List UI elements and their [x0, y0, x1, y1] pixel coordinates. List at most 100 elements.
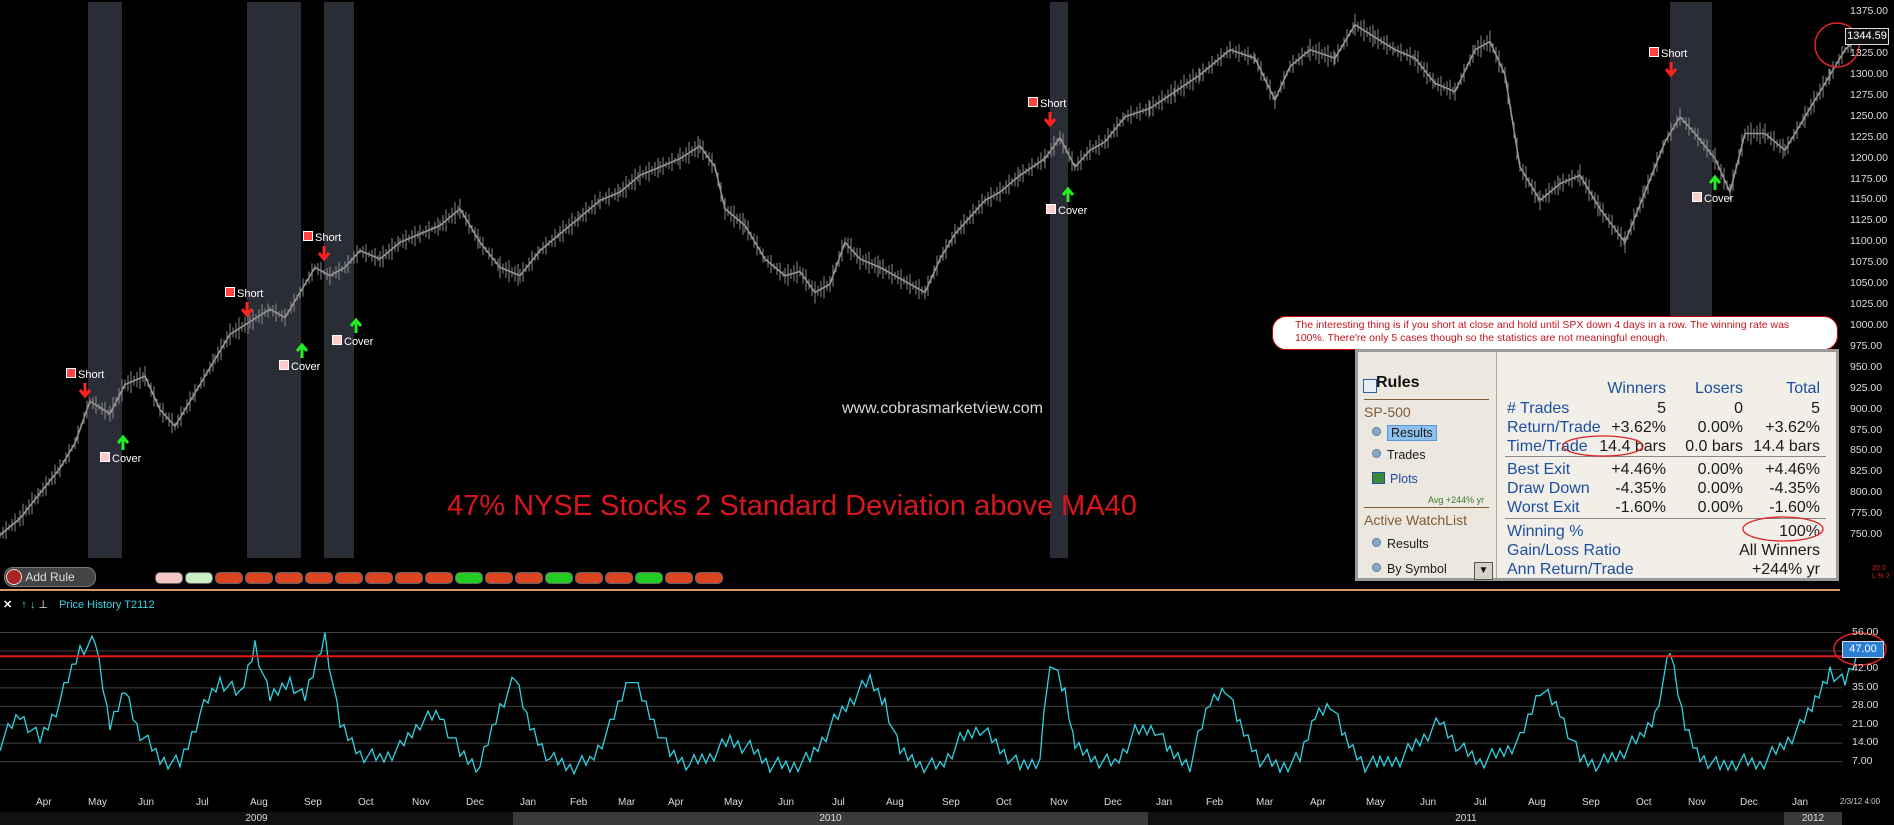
- month-label: May: [1366, 797, 1385, 808]
- price-annotation-circle: [1814, 22, 1860, 68]
- chevron-down-icon[interactable]: ▼: [1474, 562, 1493, 580]
- month-label: May: [88, 797, 107, 808]
- month-label: Aug: [1528, 797, 1546, 808]
- month-label: Jan: [1792, 797, 1809, 808]
- rule-toggle[interactable]: [245, 572, 273, 584]
- cover-signal-3: Cover: [332, 335, 373, 348]
- rule-toggle[interactable]: [455, 572, 483, 584]
- month-label: Dec: [466, 797, 484, 808]
- rules-icon: [1363, 379, 1377, 393]
- month-label: Aug: [886, 797, 904, 808]
- rule-toggle[interactable]: [665, 572, 693, 584]
- nav-plots[interactable]: Plots: [1372, 472, 1418, 486]
- month-label: Mar: [618, 797, 636, 808]
- watchlist-results[interactable]: Results: [1372, 537, 1429, 551]
- rule-toggle[interactable]: [575, 572, 603, 584]
- table-row: # Trades 5 0 5: [1507, 400, 1820, 417]
- month-label: Oct: [358, 797, 374, 808]
- highlight-band: [88, 2, 122, 558]
- close-icon[interactable]: ✕: [3, 599, 13, 611]
- watermark: www.cobrasmarketview.com: [842, 400, 1043, 417]
- rule-toggle[interactable]: [515, 572, 543, 584]
- month-label: Jul: [196, 797, 209, 808]
- rule-toggle[interactable]: [275, 572, 303, 584]
- add-rule-button[interactable]: Add Rule: [4, 567, 96, 587]
- watchlist-by-symbol[interactable]: By Symbol: [1372, 562, 1447, 576]
- price-tick-label: 1225.00: [1850, 130, 1888, 143]
- nav-trades[interactable]: Trades: [1372, 448, 1425, 462]
- arrow-up-icon[interactable]: ↑: [21, 599, 27, 611]
- short-signal-1: Short: [66, 368, 104, 381]
- table-row: Return/Trade +3.62% 0.00% +3.62%: [1507, 419, 1820, 436]
- month-label: Apr: [668, 797, 684, 808]
- indicator-header: ✕ ↑ ↓ ⊥ Price History T2112: [3, 598, 155, 611]
- price-tick-label: 1100.00: [1850, 235, 1888, 248]
- rule-toggle[interactable]: [635, 572, 663, 584]
- price-tick-label: 1125.00: [1850, 214, 1888, 227]
- rule-toggle[interactable]: [485, 572, 513, 584]
- rule-toggle[interactable]: [605, 572, 633, 584]
- price-tick-label: 1275.00: [1850, 88, 1888, 101]
- rule-toggle[interactable]: [545, 572, 573, 584]
- indicator-line: [0, 632, 1859, 776]
- rule-toggle[interactable]: [185, 572, 213, 584]
- divider: [1505, 518, 1826, 519]
- month-label: Aug: [250, 797, 268, 808]
- section-watchlist[interactable]: Active WatchList: [1364, 512, 1467, 528]
- price-tick-label: 1325.00: [1850, 47, 1888, 59]
- indicator-chart[interactable]: [0, 590, 1894, 825]
- price-tick-label: 875.00: [1850, 423, 1883, 436]
- rule-toggle[interactable]: [425, 572, 453, 584]
- month-label: Jan: [1156, 797, 1173, 808]
- month-label: May: [724, 797, 743, 808]
- month-label: Oct: [1636, 797, 1652, 808]
- year-label: 2010: [513, 812, 1148, 825]
- month-label: Dec: [1740, 797, 1758, 808]
- rule-toggle[interactable]: [155, 572, 183, 584]
- price-readout: 1344.59: [1845, 28, 1889, 45]
- short-signal-2: Short: [225, 287, 263, 300]
- radio-icon: [1372, 563, 1381, 572]
- month-label: Nov: [412, 797, 430, 808]
- month-label: Jan: [520, 797, 537, 808]
- year-label: 2012: [1784, 812, 1842, 825]
- month-label: Nov: [1050, 797, 1068, 808]
- indicator-annotation-circle: [1833, 632, 1887, 666]
- indicator-gridlines: [0, 632, 1842, 763]
- rule-toggle[interactable]: [335, 572, 363, 584]
- price-tick-label: 850.00: [1850, 444, 1883, 457]
- table-header: Winners Losers Total: [1607, 380, 1820, 397]
- rule-toggle[interactable]: [365, 572, 393, 584]
- rule-toggle[interactable]: [395, 572, 423, 584]
- rule-toggle[interactable]: [695, 572, 723, 584]
- nav-results[interactable]: Results: [1372, 425, 1437, 441]
- t2112-series: [0, 632, 1859, 776]
- month-label: Sep: [942, 797, 960, 808]
- month-label: Jun: [1420, 797, 1437, 808]
- rule-toggle[interactable]: [215, 572, 243, 584]
- price-tick-label: 825.00: [1850, 465, 1883, 478]
- rule-toggle[interactable]: [305, 572, 333, 584]
- price-tick-label: 1025.00: [1850, 298, 1888, 310]
- radio-icon: [1372, 427, 1381, 436]
- divider: [1364, 399, 1489, 400]
- month-label: Apr: [36, 797, 52, 808]
- arrow-down-icon[interactable]: ↓: [29, 599, 36, 611]
- price-tick-label: 1075.00: [1850, 256, 1888, 269]
- table-row: Best Exit +4.46% 0.00% +4.46%: [1507, 461, 1820, 478]
- month-label: Jun: [138, 797, 155, 808]
- indicator-tick-label: 56.00: [1852, 625, 1879, 638]
- radio-icon: [1372, 449, 1381, 458]
- divider: [1505, 456, 1826, 457]
- indicator-title: Price History T2112: [59, 599, 155, 611]
- indicator-tick-label: 28.00: [1852, 699, 1879, 712]
- price-tick-label: 1175.00: [1850, 172, 1888, 185]
- section-sp500[interactable]: SP-500: [1364, 404, 1411, 420]
- indicator-readout: 47.00: [1842, 641, 1884, 658]
- indicator-tick-label: 35.00: [1852, 680, 1879, 693]
- pin-icon[interactable]: ⊥: [38, 599, 48, 611]
- price-tick-label: 800.00: [1850, 486, 1883, 499]
- highlight-band: [1050, 2, 1068, 558]
- pane-divider[interactable]: [0, 589, 1840, 591]
- price-tick-label: 1000.00: [1850, 318, 1888, 331]
